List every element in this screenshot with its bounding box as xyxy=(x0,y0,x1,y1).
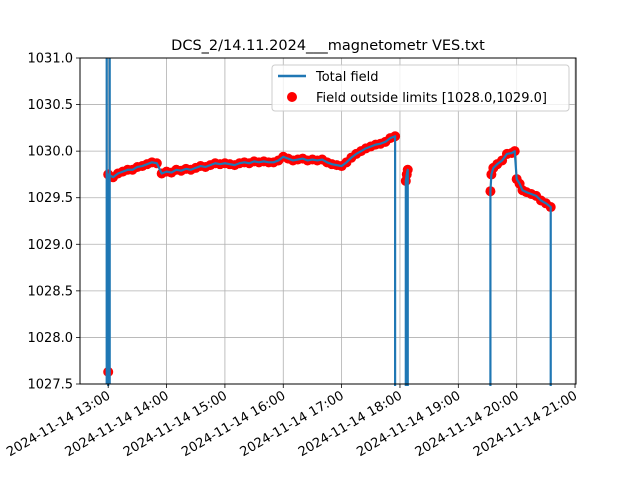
y-tick-label: 1027.5 xyxy=(28,378,74,393)
chart-title: DCS_2/14.11.2024___magnetometr VES.txt xyxy=(171,38,485,54)
y-tick-label: 1028.5 xyxy=(28,284,74,299)
line-segment xyxy=(404,168,409,386)
line-segment xyxy=(107,135,397,386)
legend: Total field Field outside limits [1028.0… xyxy=(271,64,570,112)
legend-box xyxy=(271,64,570,112)
y-tick-label: 1029.0 xyxy=(28,238,74,253)
y-tick-label: 1028.0 xyxy=(28,331,74,346)
line-series xyxy=(105,58,552,386)
axes-frame xyxy=(79,57,577,385)
y-tick-label: 1031.0 xyxy=(28,52,74,67)
y-tick-label: 1030.0 xyxy=(28,145,74,160)
y-tick-label: 1029.5 xyxy=(28,191,74,206)
y-tick-label: 1030.5 xyxy=(28,98,74,113)
legend-label-total-field: Total field xyxy=(315,70,379,85)
legend-marker-icon xyxy=(287,92,297,102)
legend-label-outside-limits: Field outside limits [1028.0,1029.0] xyxy=(316,91,547,106)
line-segment xyxy=(489,150,552,386)
